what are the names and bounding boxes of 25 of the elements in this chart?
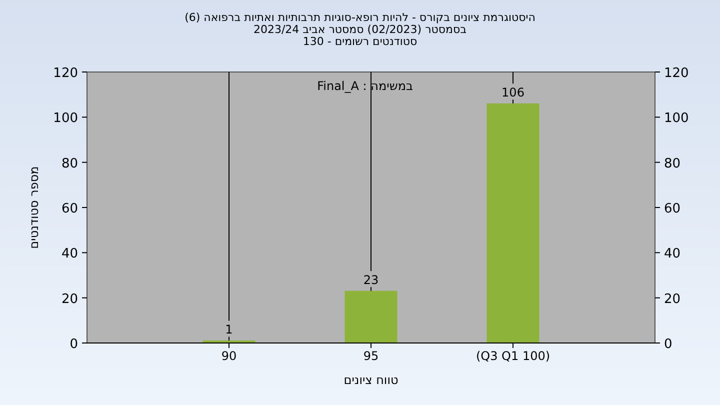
y-tick-label: 20 xyxy=(61,292,78,307)
y2-tick-label: 80 xyxy=(664,156,681,172)
y-tick-label: 60 xyxy=(61,202,78,216)
data-label: 106 xyxy=(502,86,524,100)
y2-tick-label: 60 xyxy=(664,202,681,216)
x-tick-label: 90 xyxy=(221,349,237,363)
y-tick-label: 100 xyxy=(53,111,78,126)
y2-tick-label: 120 xyxy=(664,66,689,81)
y-tick-label: 80 xyxy=(61,156,78,172)
y-tick-label: 40 xyxy=(61,246,78,262)
data-label: 23 xyxy=(363,273,379,288)
y-tick-label: 0 xyxy=(70,337,78,352)
chart-title: היסטוגרמת ציונים בקורס - להיות רופא-סוגיות תרבותיות ואתיות ברפואה (6) xyxy=(184,11,536,24)
x-tick-label: (Q3 Q1 100) xyxy=(476,349,550,363)
x-axis-title: טווח ציונים xyxy=(344,373,398,387)
y-tick-label: 120 xyxy=(53,66,78,81)
x-tick-label: 95 xyxy=(363,349,379,363)
annotation: במשימה : Final_A xyxy=(317,79,413,93)
y2-tick-label: 0 xyxy=(664,337,672,352)
y2-tick-label: 40 xyxy=(664,246,681,262)
chart-subtitle: בסמסטר (02/2023) סמסטר אביב 2023/24 סטודנטים רשומים - 130 xyxy=(253,23,467,48)
y2-tick-label: 100 xyxy=(664,111,689,126)
y2-tick-label: 20 xyxy=(664,292,681,307)
data-label: 1 xyxy=(225,322,233,337)
y-axis-title: מספר סטודנטים xyxy=(27,166,41,249)
